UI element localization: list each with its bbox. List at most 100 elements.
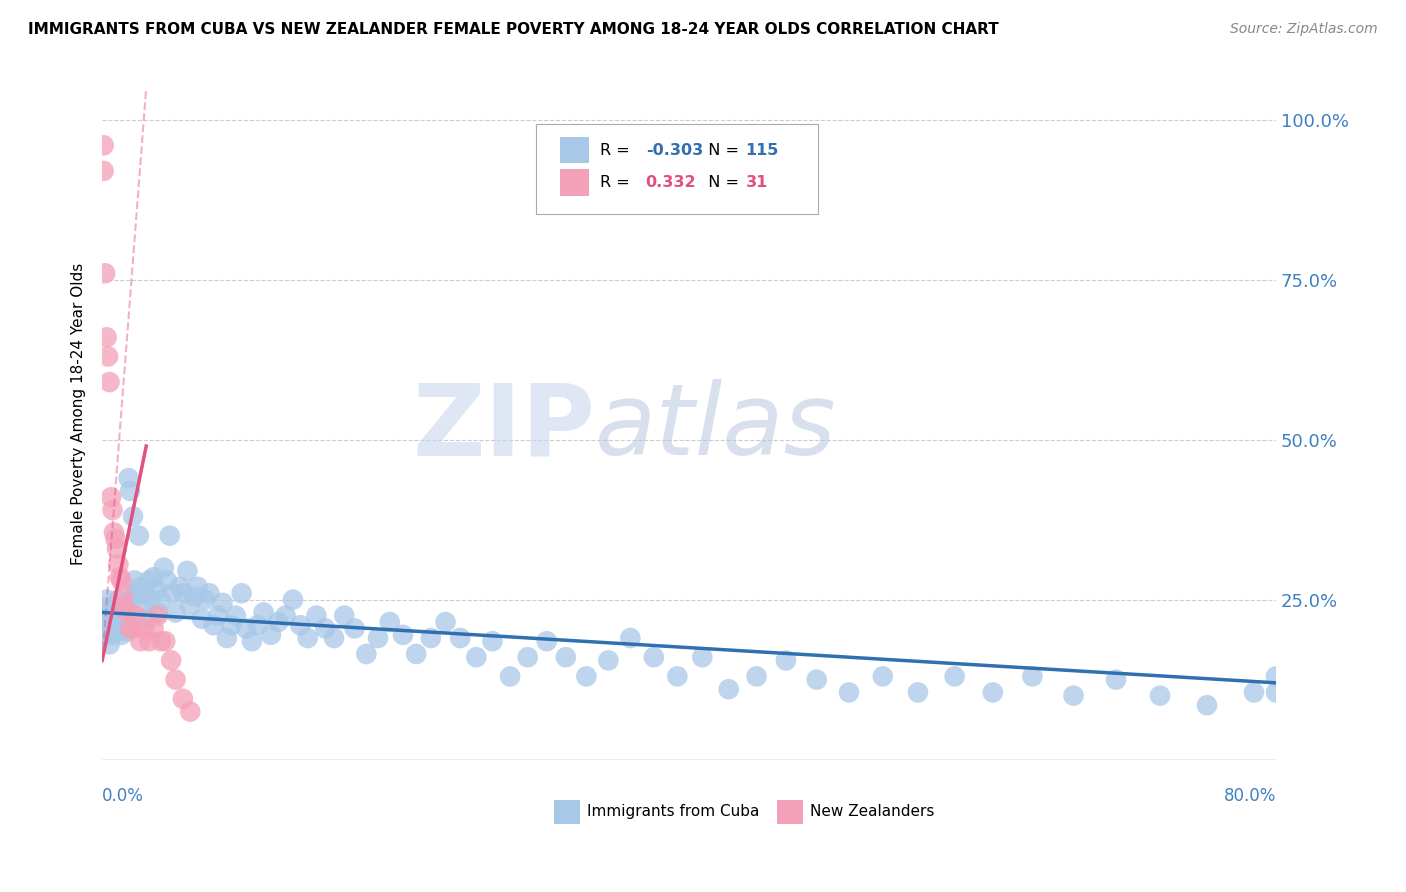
Text: 0.332: 0.332 bbox=[645, 175, 696, 190]
Point bbox=[93, 138, 115, 153]
Point bbox=[202, 618, 225, 632]
Point bbox=[162, 586, 184, 600]
Point bbox=[131, 599, 153, 613]
Point bbox=[142, 622, 165, 636]
Point bbox=[107, 592, 129, 607]
Point bbox=[231, 586, 253, 600]
Point bbox=[838, 685, 860, 699]
Point bbox=[129, 634, 152, 648]
Point bbox=[104, 532, 127, 546]
Point bbox=[225, 608, 247, 623]
Point bbox=[481, 634, 503, 648]
Point bbox=[274, 608, 297, 623]
Point bbox=[1021, 669, 1043, 683]
Point bbox=[142, 570, 165, 584]
Bar bbox=[554, 800, 579, 824]
Point bbox=[419, 631, 441, 645]
Point bbox=[297, 631, 319, 645]
Point bbox=[333, 608, 356, 623]
Point bbox=[575, 669, 598, 683]
Point bbox=[806, 673, 828, 687]
Point bbox=[96, 592, 118, 607]
Point bbox=[100, 490, 122, 504]
Point bbox=[110, 628, 132, 642]
Point bbox=[267, 615, 290, 629]
Point bbox=[138, 574, 160, 588]
Point bbox=[169, 580, 191, 594]
FancyBboxPatch shape bbox=[537, 124, 818, 214]
Point bbox=[128, 528, 150, 542]
Point bbox=[146, 608, 169, 623]
Point bbox=[96, 330, 118, 344]
Point bbox=[356, 647, 378, 661]
Point bbox=[120, 483, 142, 498]
Point bbox=[134, 622, 156, 636]
Point bbox=[240, 634, 263, 648]
Point bbox=[94, 612, 117, 626]
Point bbox=[160, 653, 183, 667]
Point bbox=[134, 586, 156, 600]
Point bbox=[907, 685, 929, 699]
Point bbox=[378, 615, 401, 629]
Point bbox=[105, 618, 128, 632]
Point bbox=[105, 606, 128, 620]
Text: 31: 31 bbox=[745, 175, 768, 190]
Point bbox=[111, 590, 134, 604]
Point bbox=[97, 618, 120, 632]
Point bbox=[198, 586, 221, 600]
Point bbox=[775, 653, 797, 667]
Point bbox=[221, 618, 243, 632]
Point bbox=[323, 631, 346, 645]
Text: IMMIGRANTS FROM CUBA VS NEW ZEALANDER FEMALE POVERTY AMONG 18-24 YEAR OLDS CORRE: IMMIGRANTS FROM CUBA VS NEW ZEALANDER FE… bbox=[28, 22, 998, 37]
Point bbox=[104, 615, 127, 629]
Point bbox=[111, 599, 134, 613]
Point bbox=[98, 637, 121, 651]
Point bbox=[872, 669, 894, 683]
Point bbox=[104, 624, 127, 639]
Point bbox=[434, 615, 457, 629]
Point bbox=[516, 650, 538, 665]
Point bbox=[149, 592, 172, 607]
Point bbox=[107, 558, 129, 572]
Point bbox=[115, 624, 138, 639]
Point bbox=[153, 560, 176, 574]
Point bbox=[112, 606, 135, 620]
Point bbox=[98, 375, 121, 389]
Bar bbox=[778, 800, 803, 824]
Point bbox=[96, 628, 118, 642]
Point bbox=[135, 612, 157, 626]
Point bbox=[554, 650, 576, 665]
Point bbox=[619, 631, 641, 645]
Point bbox=[191, 612, 214, 626]
Text: Immigrants from Cuba: Immigrants from Cuba bbox=[586, 804, 759, 819]
Point bbox=[211, 596, 233, 610]
Point bbox=[103, 525, 125, 540]
Point bbox=[1105, 673, 1128, 687]
Text: 0.0%: 0.0% bbox=[103, 788, 143, 805]
Point bbox=[122, 622, 145, 636]
Point bbox=[449, 631, 471, 645]
Point bbox=[367, 631, 389, 645]
Point bbox=[235, 622, 257, 636]
Point bbox=[215, 631, 238, 645]
Point bbox=[176, 564, 198, 578]
Point bbox=[405, 647, 427, 661]
Point bbox=[97, 350, 120, 364]
Point bbox=[100, 612, 122, 626]
Text: R =: R = bbox=[600, 143, 634, 158]
Point bbox=[138, 634, 160, 648]
Point bbox=[187, 580, 209, 594]
Point bbox=[94, 266, 117, 280]
Point bbox=[93, 164, 115, 178]
Point bbox=[115, 606, 138, 620]
Point bbox=[281, 592, 304, 607]
Point bbox=[108, 612, 131, 626]
Text: atlas: atlas bbox=[595, 379, 837, 476]
Point bbox=[252, 606, 274, 620]
Point bbox=[981, 685, 1004, 699]
Point bbox=[122, 509, 145, 524]
Point bbox=[690, 650, 713, 665]
Text: 80.0%: 80.0% bbox=[1223, 788, 1277, 805]
Point bbox=[314, 622, 336, 636]
Point bbox=[155, 634, 177, 648]
